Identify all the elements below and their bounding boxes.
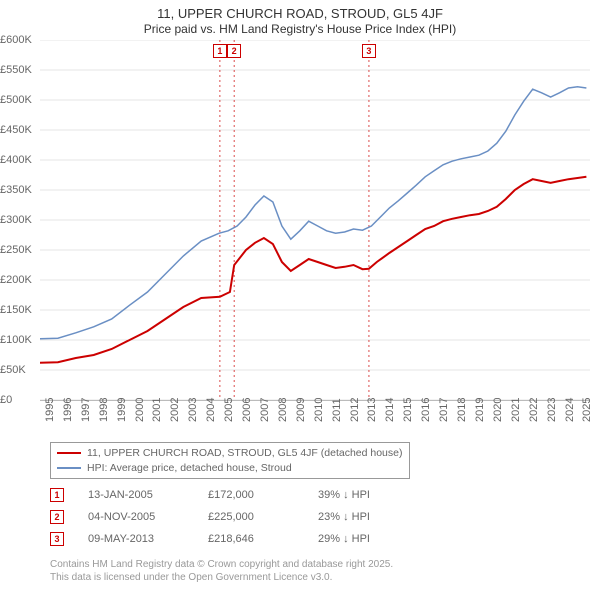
sale-marker-box: 2 xyxy=(50,510,64,524)
legend-item: 11, UPPER CHURCH ROAD, STROUD, GL5 4JF (… xyxy=(57,446,403,461)
legend-swatch xyxy=(57,467,81,469)
sale-row: 3 09-MAY-2013 £218,646 29% ↓ HPI xyxy=(50,532,428,546)
y-tick-label: £550K xyxy=(0,64,32,76)
sale-date: 09-MAY-2013 xyxy=(88,533,208,545)
legend-label: HPI: Average price, detached house, Stro… xyxy=(87,461,292,476)
sale-price: £225,000 xyxy=(208,511,318,523)
sale-row: 1 13-JAN-2005 £172,000 39% ↓ HPI xyxy=(50,488,428,502)
sale-delta: 23% ↓ HPI xyxy=(318,511,428,523)
attribution-line: Contains HM Land Registry data © Crown c… xyxy=(50,559,393,572)
y-tick-label: £100K xyxy=(0,334,32,346)
chart-title: 11, UPPER CHURCH ROAD, STROUD, GL5 4JF xyxy=(0,0,600,22)
sale-price: £172,000 xyxy=(208,489,318,501)
y-tick-label: £50K xyxy=(0,364,26,376)
y-tick-label: £500K xyxy=(0,94,32,106)
sale-marker-box: 1 xyxy=(50,488,64,502)
attribution: Contains HM Land Registry data © Crown c… xyxy=(50,559,393,584)
legend-item: HPI: Average price, detached house, Stro… xyxy=(57,461,403,476)
plot-area xyxy=(40,40,590,401)
y-tick-label: £250K xyxy=(0,244,32,256)
sale-date: 13-JAN-2005 xyxy=(88,489,208,501)
sale-date: 04-NOV-2005 xyxy=(88,511,208,523)
y-tick-label: £0 xyxy=(0,394,12,406)
plot-svg xyxy=(40,40,590,400)
sale-delta: 29% ↓ HPI xyxy=(318,533,428,545)
legend-swatch xyxy=(57,452,81,454)
sale-marker-box: 3 xyxy=(50,532,64,546)
chart-subtitle: Price paid vs. HM Land Registry's House … xyxy=(0,22,600,36)
chart-container: 11, UPPER CHURCH ROAD, STROUD, GL5 4JF P… xyxy=(0,0,600,590)
y-tick-label: £150K xyxy=(0,304,32,316)
y-tick-label: £200K xyxy=(0,274,32,286)
y-tick-label: £600K xyxy=(0,34,32,46)
sale-delta: 39% ↓ HPI xyxy=(318,489,428,501)
y-tick-label: £450K xyxy=(0,124,32,136)
y-tick-label: £350K xyxy=(0,184,32,196)
x-tick-label: 2025 xyxy=(581,398,600,422)
marker-box: 1 xyxy=(213,44,227,58)
legend: 11, UPPER CHURCH ROAD, STROUD, GL5 4JF (… xyxy=(50,442,410,479)
marker-box: 2 xyxy=(227,44,241,58)
legend-label: 11, UPPER CHURCH ROAD, STROUD, GL5 4JF (… xyxy=(87,446,403,461)
y-tick-label: £300K xyxy=(0,214,32,226)
attribution-line: This data is licensed under the Open Gov… xyxy=(50,572,393,585)
sale-row: 2 04-NOV-2005 £225,000 23% ↓ HPI xyxy=(50,510,428,524)
y-tick-label: £400K xyxy=(0,154,32,166)
sale-price: £218,646 xyxy=(208,533,318,545)
marker-box: 3 xyxy=(362,44,376,58)
